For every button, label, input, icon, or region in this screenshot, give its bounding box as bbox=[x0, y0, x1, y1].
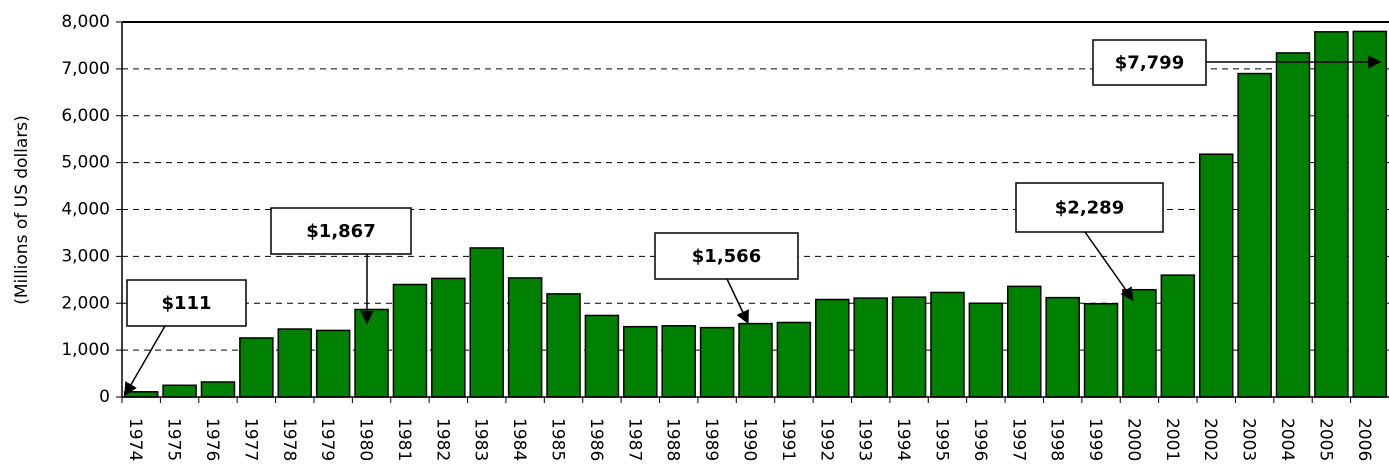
bar bbox=[776, 321, 812, 398]
x-tick-label: 1995 bbox=[931, 418, 951, 461]
bar bbox=[1275, 52, 1311, 398]
annotation-box bbox=[1092, 39, 1207, 86]
value-label: $7,799 bbox=[1115, 53, 1184, 74]
y-tick-label: 3,000 bbox=[61, 246, 110, 266]
bar bbox=[699, 326, 735, 398]
bar bbox=[1352, 30, 1388, 398]
y-tick-label: 5,000 bbox=[61, 153, 110, 173]
bar bbox=[1083, 302, 1119, 398]
y-tick-label: 2,000 bbox=[61, 293, 110, 313]
x-tick-label: 1996 bbox=[970, 418, 990, 461]
x-tick-label: 1978 bbox=[279, 418, 299, 461]
y-tick-label: 0 bbox=[99, 387, 110, 407]
bar bbox=[661, 325, 696, 398]
annotation-arrow bbox=[124, 325, 166, 397]
y-tick-label: 4,000 bbox=[61, 200, 110, 220]
annotation-arrow bbox=[1084, 231, 1134, 302]
x-tick-label: 1982 bbox=[432, 418, 452, 461]
x-tick-label: 1997 bbox=[1008, 418, 1028, 461]
bar bbox=[239, 337, 274, 398]
x-tick-label: 2003 bbox=[1239, 418, 1259, 461]
bar bbox=[1045, 296, 1080, 398]
annotation-box bbox=[270, 207, 412, 255]
x-tick-label: 1984 bbox=[509, 418, 529, 461]
x-tick-label: 1976 bbox=[202, 418, 222, 461]
bar bbox=[1122, 288, 1157, 398]
value-label: $111 bbox=[161, 293, 211, 314]
y-tick-label: 8,000 bbox=[61, 12, 110, 32]
x-tick-label: 1999 bbox=[1085, 418, 1105, 461]
bar bbox=[891, 296, 927, 398]
bar bbox=[315, 329, 351, 398]
y-tick-label: 6,000 bbox=[61, 106, 110, 126]
bar bbox=[354, 308, 389, 398]
value-label: $1,566 bbox=[692, 246, 761, 267]
bar bbox=[1160, 274, 1196, 398]
annotation-arrow bbox=[726, 278, 749, 325]
bar bbox=[623, 325, 658, 398]
bar bbox=[1237, 72, 1272, 398]
bar bbox=[853, 297, 888, 398]
x-tick-label: 1992 bbox=[816, 418, 836, 461]
x-tick-label: 1977 bbox=[240, 418, 260, 461]
bar bbox=[469, 247, 505, 398]
y-tick-label: 7,000 bbox=[61, 59, 110, 79]
bar bbox=[392, 283, 428, 398]
x-tick-label: 1983 bbox=[471, 418, 491, 461]
annotation-box bbox=[1015, 182, 1164, 233]
x-tick-label: 2002 bbox=[1200, 418, 1220, 461]
x-tick-label: 1991 bbox=[778, 418, 798, 461]
x-tick-label: 2000 bbox=[1123, 418, 1143, 461]
x-tick-label: 1989 bbox=[701, 418, 721, 461]
bar bbox=[968, 302, 1004, 398]
bar bbox=[1006, 285, 1042, 398]
x-tick-label: 2005 bbox=[1315, 418, 1335, 461]
bar bbox=[815, 298, 850, 398]
x-tick-label: 1980 bbox=[356, 418, 376, 461]
bar bbox=[546, 293, 581, 398]
x-tick-label: 2006 bbox=[1354, 418, 1374, 461]
bar bbox=[738, 322, 773, 398]
x-tick-label: 1986 bbox=[586, 418, 606, 461]
y-axis-label: (Millions of US dollars) bbox=[12, 115, 32, 305]
bar bbox=[431, 277, 466, 398]
bar bbox=[1198, 153, 1234, 398]
value-label: $1,867 bbox=[306, 221, 375, 242]
x-tick-label: 1998 bbox=[1047, 418, 1067, 461]
annotation-box bbox=[126, 279, 247, 327]
bar bbox=[123, 391, 159, 398]
bar bbox=[1314, 31, 1349, 398]
annotation-box bbox=[654, 232, 799, 280]
x-tick-label: 1979 bbox=[317, 418, 337, 461]
bar bbox=[200, 381, 236, 398]
x-tick-label: 1990 bbox=[740, 418, 760, 461]
x-tick-label: 1988 bbox=[663, 418, 683, 461]
bar bbox=[162, 384, 197, 398]
bar bbox=[277, 328, 313, 398]
x-tick-label: 1975 bbox=[164, 418, 184, 461]
x-tick-label: 1985 bbox=[548, 418, 568, 461]
bar bbox=[507, 277, 543, 398]
x-tick-label: 1987 bbox=[624, 418, 644, 461]
bar bbox=[930, 291, 965, 398]
x-tick-label: 2004 bbox=[1277, 418, 1297, 461]
x-tick-label: 1974 bbox=[125, 418, 145, 461]
bar bbox=[584, 314, 620, 398]
x-tick-label: 1994 bbox=[893, 418, 913, 461]
y-tick-label: 1,000 bbox=[61, 340, 110, 360]
value-label: $2,289 bbox=[1055, 198, 1124, 219]
x-tick-label: 1981 bbox=[394, 418, 414, 461]
x-tick-label: 1993 bbox=[855, 418, 875, 461]
x-tick-label: 2001 bbox=[1162, 418, 1182, 461]
